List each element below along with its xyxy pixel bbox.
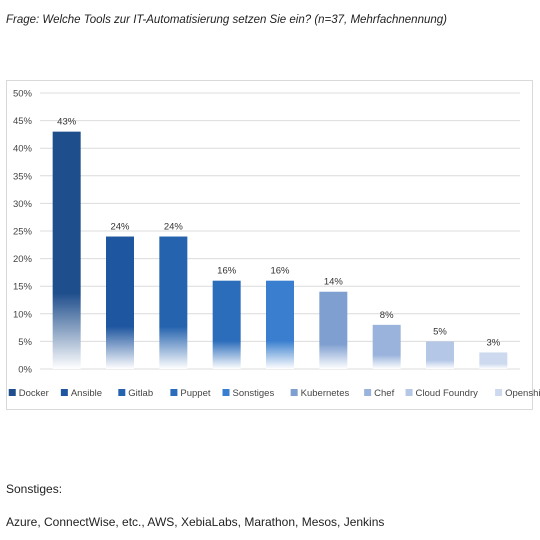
legend-swatch — [118, 389, 126, 396]
legend-label: Cloud Foundry — [416, 388, 479, 399]
y-tick-label: 50% — [13, 89, 33, 100]
data-label: 14% — [324, 277, 344, 288]
legend-item-cloud-foundry: Cloud Foundry — [405, 388, 479, 399]
bar-openshift — [479, 352, 508, 369]
legend-label: Sonstiges — [233, 388, 275, 399]
sonstiges-heading: Sonstiges: — [6, 482, 63, 496]
legend-item-kubernetes: Kubernetes — [290, 388, 350, 399]
legend-label: Gitlab — [128, 388, 153, 399]
y-tick-label: 5% — [18, 337, 32, 348]
data-label: 43% — [57, 117, 77, 128]
data-label: 24% — [110, 222, 130, 233]
y-tick-label: 40% — [13, 144, 33, 155]
y-tick-label: 45% — [13, 116, 33, 127]
legend-swatch — [8, 389, 16, 396]
legend-swatch — [170, 389, 178, 396]
question-text: Frage: Welche Tools zur IT-Automatisieru… — [6, 14, 447, 26]
legend-item-puppet: Puppet — [170, 388, 211, 399]
bar-docker — [52, 131, 81, 369]
legend-swatch — [405, 389, 413, 396]
legend-item-gitlab: Gitlab — [118, 388, 153, 399]
legend-swatch — [290, 389, 298, 396]
legend-swatch — [495, 389, 503, 396]
y-tick-label: 15% — [13, 282, 33, 293]
data-label: 8% — [380, 310, 394, 321]
data-label: 3% — [486, 337, 500, 348]
legend-item-openshift: Openshift — [495, 388, 540, 399]
y-tick-label: 20% — [13, 254, 33, 265]
bar-kubernetes — [319, 291, 348, 369]
legend-swatch — [222, 389, 230, 396]
y-tick-label: 10% — [13, 309, 33, 320]
legend-item-ansible: Ansible — [60, 388, 102, 399]
legend-label: Openshift — [505, 388, 540, 399]
y-tick-label: 25% — [13, 227, 33, 238]
legend-label: Puppet — [180, 388, 210, 399]
legend-label: Kubernetes — [301, 388, 350, 399]
y-tick-label: 35% — [13, 171, 33, 182]
legend-label: Chef — [374, 388, 394, 399]
legend-item-docker: Docker — [8, 388, 49, 399]
data-label: 5% — [433, 326, 447, 337]
legend-swatch — [60, 389, 68, 396]
bar-gitlab — [159, 236, 188, 369]
legend-label: Ansible — [71, 388, 102, 399]
y-tick-label: 0% — [18, 365, 32, 376]
bar-sonstiges — [266, 280, 294, 369]
data-label: 16% — [217, 266, 237, 277]
legend-swatch — [364, 389, 372, 396]
bar-ansible — [106, 236, 134, 369]
data-label: 24% — [164, 222, 184, 233]
bar-chef — [372, 324, 401, 369]
legend-item-sonstiges: Sonstiges — [222, 388, 275, 399]
bar-puppet — [212, 280, 241, 369]
y-tick-label: 30% — [13, 199, 33, 210]
sonstiges-list: Azure, ConnectWise, etc., AWS, XebiaLabs… — [6, 515, 385, 529]
bar-cloud-foundry — [426, 341, 454, 369]
legend-label: Docker — [19, 388, 49, 399]
legend-item-chef: Chef — [364, 388, 395, 399]
data-label: 16% — [270, 266, 290, 277]
